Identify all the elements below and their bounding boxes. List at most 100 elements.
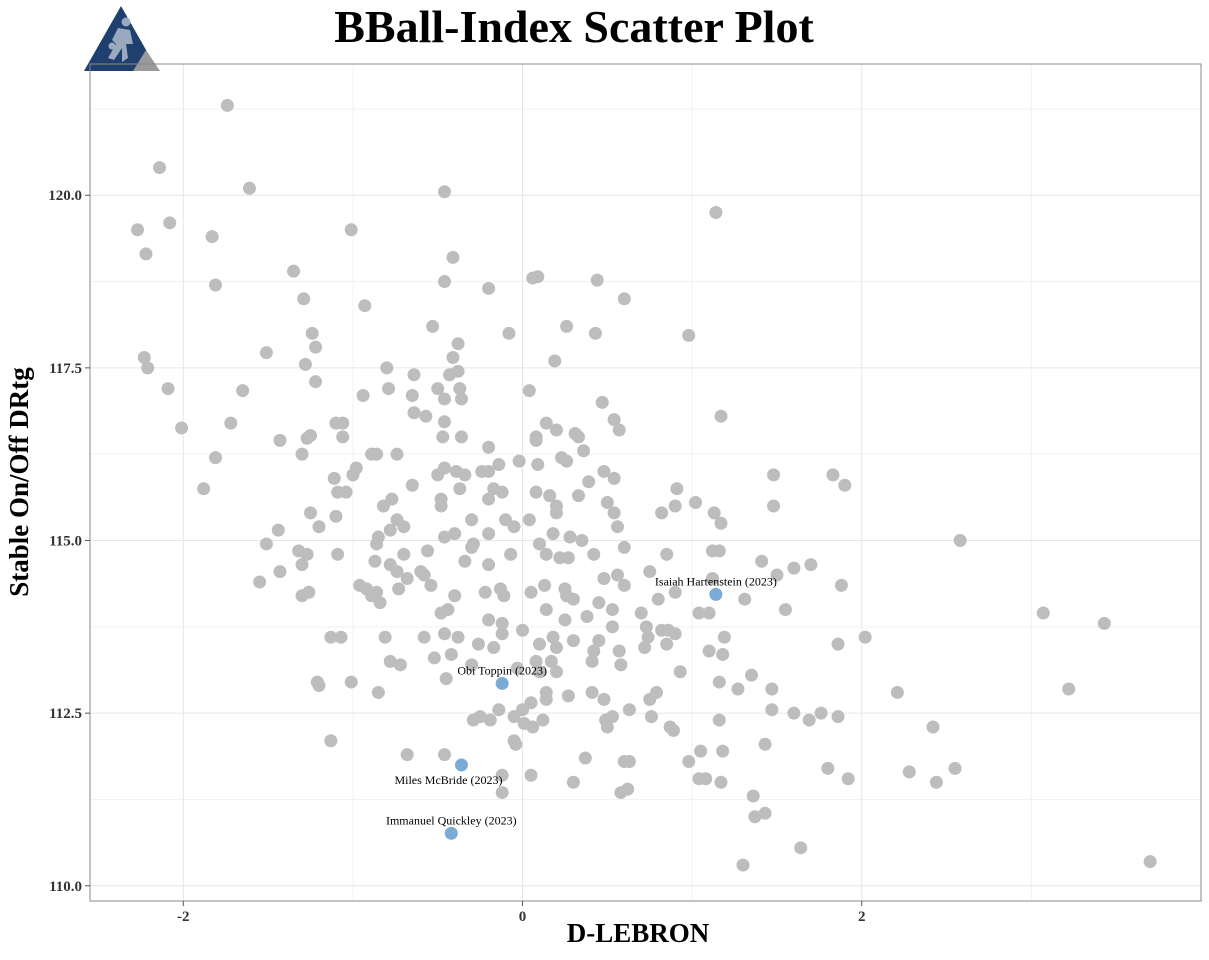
data-point [668,627,682,641]
data-point [590,273,604,287]
data-point [538,578,552,592]
data-point [1143,855,1157,869]
data-point [736,858,750,872]
data-point [716,647,730,661]
data-point [689,496,703,510]
data-point [529,485,543,499]
point-label: Isaiah Hartenstein (2023) [655,574,777,588]
data-point [392,582,406,596]
data-point [380,361,394,375]
data-point [273,433,287,447]
data-point [712,713,726,727]
data-point [600,720,614,734]
data-point [532,637,546,651]
data-point [651,592,665,606]
data-point [539,416,553,430]
data-point [539,603,553,617]
data-point [431,468,445,482]
data-point [714,516,728,530]
data-point [717,630,731,644]
data-point [560,589,574,603]
data-point [592,596,606,610]
data-point [682,328,696,342]
data-point [454,430,468,444]
data-point [585,685,599,699]
data-point [443,368,457,382]
data-point [529,433,543,447]
data-point [560,319,574,333]
data-point [804,558,818,572]
data-point [614,658,628,672]
data-point [139,247,153,261]
data-point [643,692,657,706]
data-point [482,464,496,478]
data-point [767,499,781,513]
data-point [821,761,835,775]
x-tick-label: -2 [177,909,190,925]
data-point [438,415,452,429]
data-point [539,692,553,706]
data-point [948,761,962,775]
data-point [382,382,396,396]
data-point [531,458,545,472]
data-point [458,468,472,482]
data-point [295,589,309,603]
data-point [331,485,345,499]
data-point [197,482,211,496]
logo-player-body [108,28,133,62]
data-point [390,447,404,461]
data-point [1062,682,1076,696]
data-point [522,384,536,398]
data-point [421,544,435,558]
data-point [510,661,524,675]
points-layer [130,98,1157,872]
data-point [622,703,636,717]
data-point [492,458,506,472]
data-point [714,775,728,789]
data-point [587,547,601,561]
data-point [453,482,467,496]
data-point [838,478,852,492]
data-point [431,382,445,396]
data-point [397,547,411,561]
data-point [643,565,657,579]
data-point [300,431,314,445]
data-point [400,748,414,762]
data-point [516,703,530,717]
data-point [371,685,385,699]
data-point [612,644,626,658]
data-point [709,205,723,219]
data-point [209,451,223,465]
data-point [682,755,696,768]
data-point [668,499,682,513]
data-point [597,692,611,706]
data-point [831,637,845,651]
data-point [327,471,341,485]
data-point [324,630,338,644]
data-point [549,423,563,437]
data-point [427,651,441,665]
data-point [670,482,684,496]
data-point [426,319,440,333]
data-point [607,413,621,427]
data-point [253,575,267,589]
data-point [312,520,326,534]
data-point [544,654,558,668]
data-point [495,768,509,782]
data-point [397,520,411,534]
data-point [407,368,421,382]
data-point [502,326,516,340]
y-axis-label: Stable On/Off DRtg [4,367,34,597]
data-point [692,606,706,620]
point-label: Obi Toppin (2023) [457,663,547,677]
data-point [702,644,716,658]
data-point [482,281,496,295]
data-point [465,658,479,672]
data-point [309,375,323,389]
data-point [526,720,540,734]
data-point [309,340,323,354]
data-point [383,654,397,668]
data-point [546,630,560,644]
data-point [617,540,631,554]
